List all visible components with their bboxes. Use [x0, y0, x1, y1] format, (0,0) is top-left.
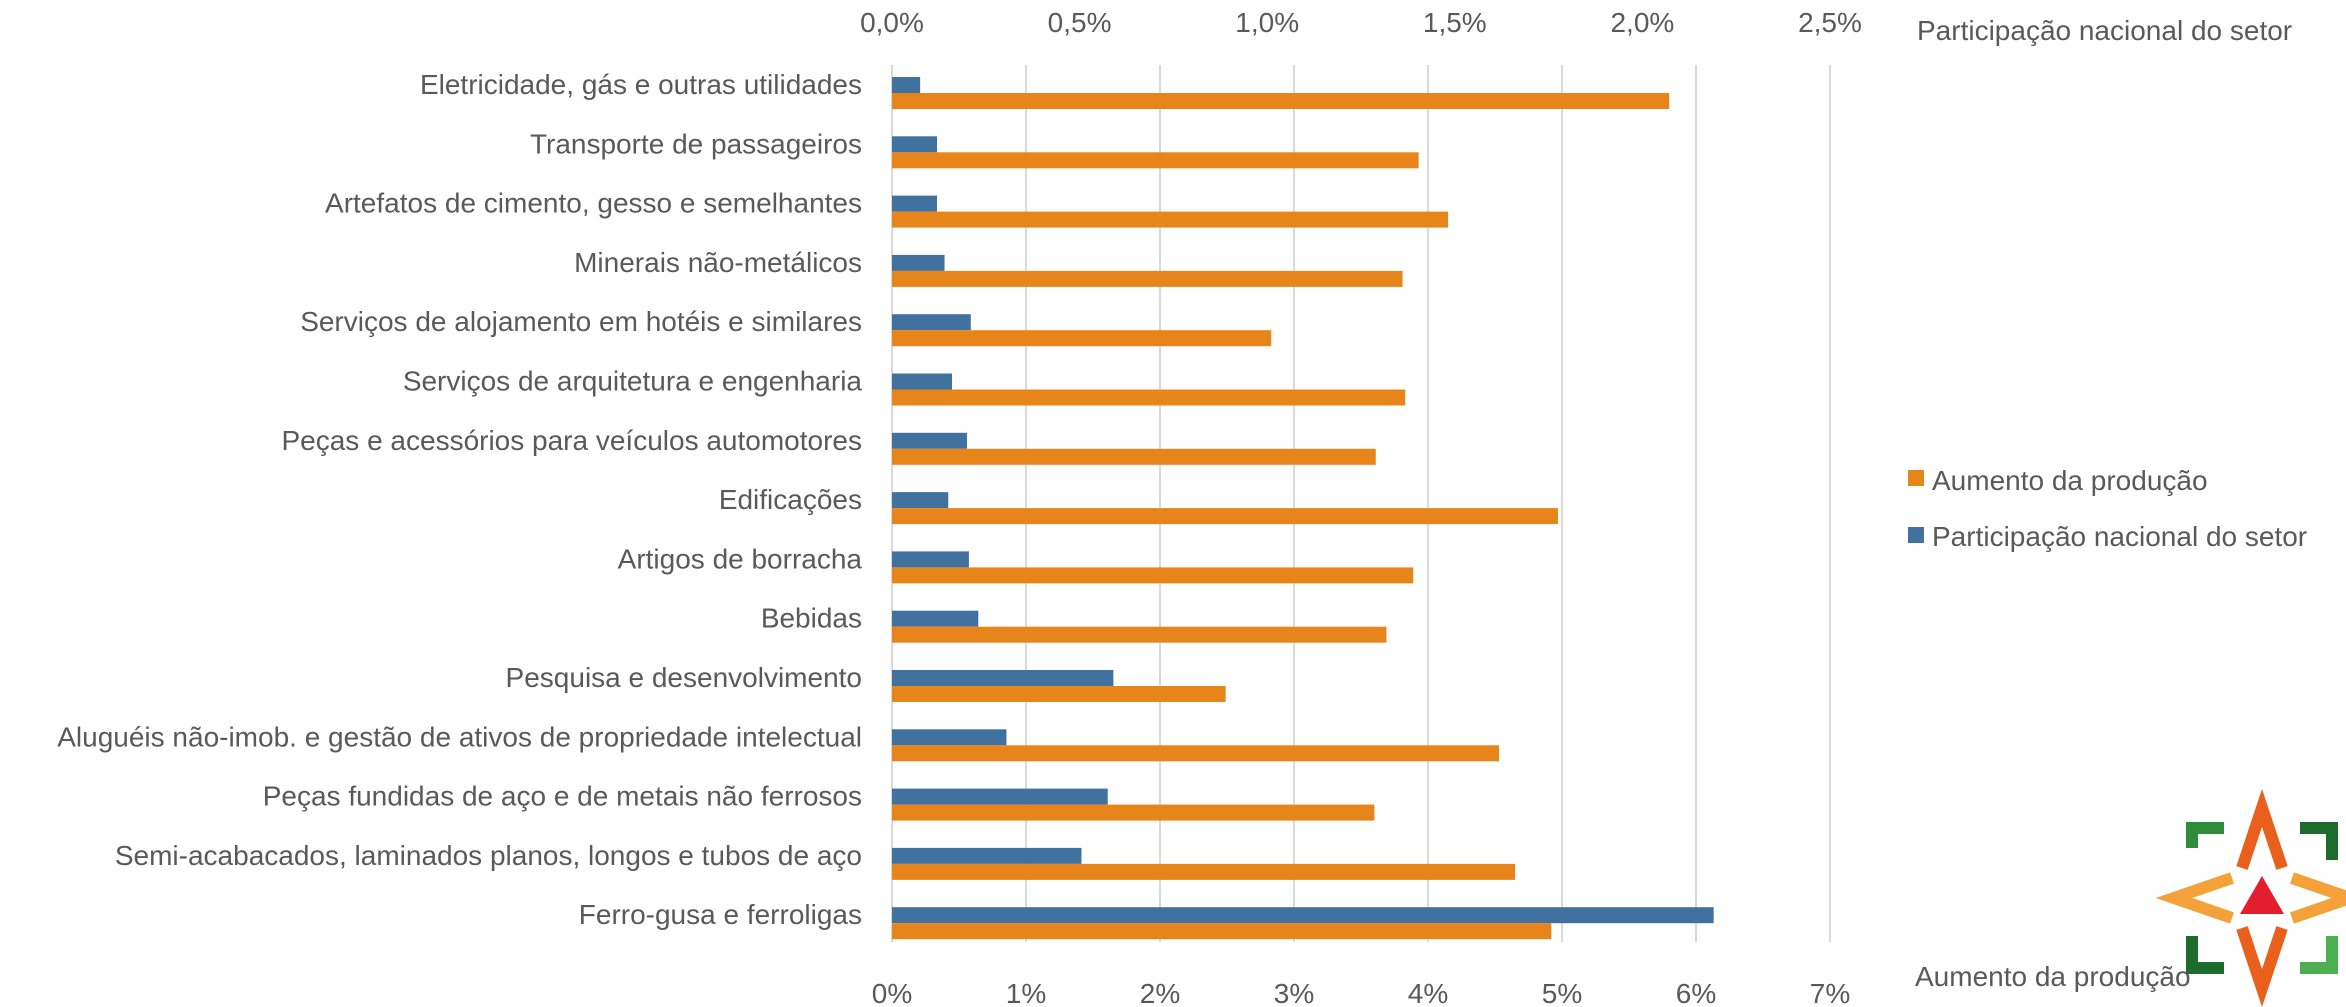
category-labels: Eletricidade, gás e outras utilidades Tra… — [57, 69, 862, 930]
bar-aumento — [892, 508, 1558, 525]
bottom-tick-label: 6% — [1676, 978, 1716, 1007]
star-arrows-logo — [2155, 789, 2346, 1007]
top-tick-label: 2,0% — [1610, 7, 1674, 38]
bar-participacao — [892, 432, 968, 449]
category-label: Serviços de arquitetura e engenharia — [403, 366, 863, 397]
bar-participacao — [892, 610, 979, 627]
gridlines — [891, 65, 1831, 942]
legend-swatch-participacao — [1908, 527, 1924, 543]
top-axis-ticks: 0,0% 0,5% 1,0% 1,5% 2,0% 2,5% — [860, 7, 1862, 38]
bar-participacao — [892, 195, 938, 212]
category-label: Transporte de passageiros — [530, 128, 862, 159]
bar-participacao — [892, 136, 938, 153]
bar-participacao — [892, 729, 1007, 746]
category-label: Minerais não-metálicos — [574, 247, 862, 278]
category-label: Aluguéis não-imob. e gestão de ativos de… — [57, 721, 862, 752]
bar-participacao — [892, 847, 1082, 864]
bar-aumento — [892, 211, 1449, 228]
bottom-tick-label: 4% — [1408, 978, 1448, 1007]
bar-aumento — [892, 330, 1272, 347]
category-label: Serviços de alojamento em hotéis e simil… — [300, 306, 862, 337]
top-tick-label: 1,5% — [1423, 7, 1487, 38]
top-tick-label: 1,0% — [1235, 7, 1299, 38]
bar-participacao — [892, 551, 969, 568]
bottom-tick-label: 7% — [1810, 978, 1850, 1007]
bar-participacao — [892, 314, 971, 331]
category-label: Peças fundidas de aço e de metais não fe… — [263, 781, 862, 812]
category-label: Bebidas — [761, 603, 862, 634]
bars — [892, 77, 1714, 940]
bar-aumento — [892, 626, 1387, 643]
bar-aumento — [892, 152, 1419, 169]
bar-aumento — [892, 567, 1414, 584]
top-axis-title: Participação nacional do setor — [1917, 15, 2292, 46]
bottom-tick-label: 5% — [1542, 978, 1582, 1007]
bar-aumento — [892, 270, 1403, 287]
bar-participacao — [892, 670, 1114, 686]
top-tick-label: 0,5% — [1048, 7, 1112, 38]
legend-swatch-aumento — [1908, 470, 1924, 486]
category-label: Artigos de borracha — [618, 543, 863, 574]
category-label: Eletricidade, gás e outras utilidades — [420, 69, 862, 100]
bar-aumento — [892, 923, 1552, 940]
bottom-axis-ticks: 0% 1% 2% 3% 4% 5% 6% 7% — [872, 978, 1850, 1007]
bottom-tick-label: 0% — [872, 978, 912, 1007]
bar-participacao — [892, 373, 953, 390]
bottom-tick-label: 1% — [1006, 978, 1046, 1007]
bar-participacao — [892, 788, 1108, 805]
bar-aumento — [892, 686, 1226, 702]
bar-aumento — [892, 863, 1516, 880]
legend: Aumento da produção Participação naciona… — [1908, 465, 2307, 552]
bar-aumento — [892, 448, 1376, 465]
legend-label-aumento: Aumento da produção — [1932, 465, 2208, 496]
bar-aumento — [892, 389, 1406, 406]
category-label: Peças e acessórios para veículos automot… — [281, 425, 862, 456]
bar-participacao — [892, 907, 1714, 924]
legend-label-participacao: Participação nacional do setor — [1932, 521, 2307, 552]
category-label: Semi-acabacados, laminados planos, longo… — [115, 840, 862, 871]
bottom-tick-label: 2% — [1140, 978, 1180, 1007]
top-tick-label: 0,0% — [860, 7, 924, 38]
bar-aumento — [892, 93, 1670, 109]
category-label: Edificações — [719, 484, 862, 515]
bar-participacao — [892, 77, 921, 93]
category-label: Artefatos de cimento, gesso e semelhante… — [325, 188, 862, 219]
bottom-axis-title: Aumento da produção — [1915, 961, 2191, 992]
bar-participacao — [892, 492, 949, 509]
category-label: Pesquisa e desenvolvimento — [506, 662, 862, 693]
bottom-tick-label: 3% — [1274, 978, 1314, 1007]
bar-aumento — [892, 745, 1500, 762]
top-tick-label: 2,5% — [1798, 7, 1862, 38]
bar-aumento — [892, 804, 1375, 821]
bar-participacao — [892, 254, 945, 271]
category-label: Ferro-gusa e ferroligas — [579, 899, 862, 930]
